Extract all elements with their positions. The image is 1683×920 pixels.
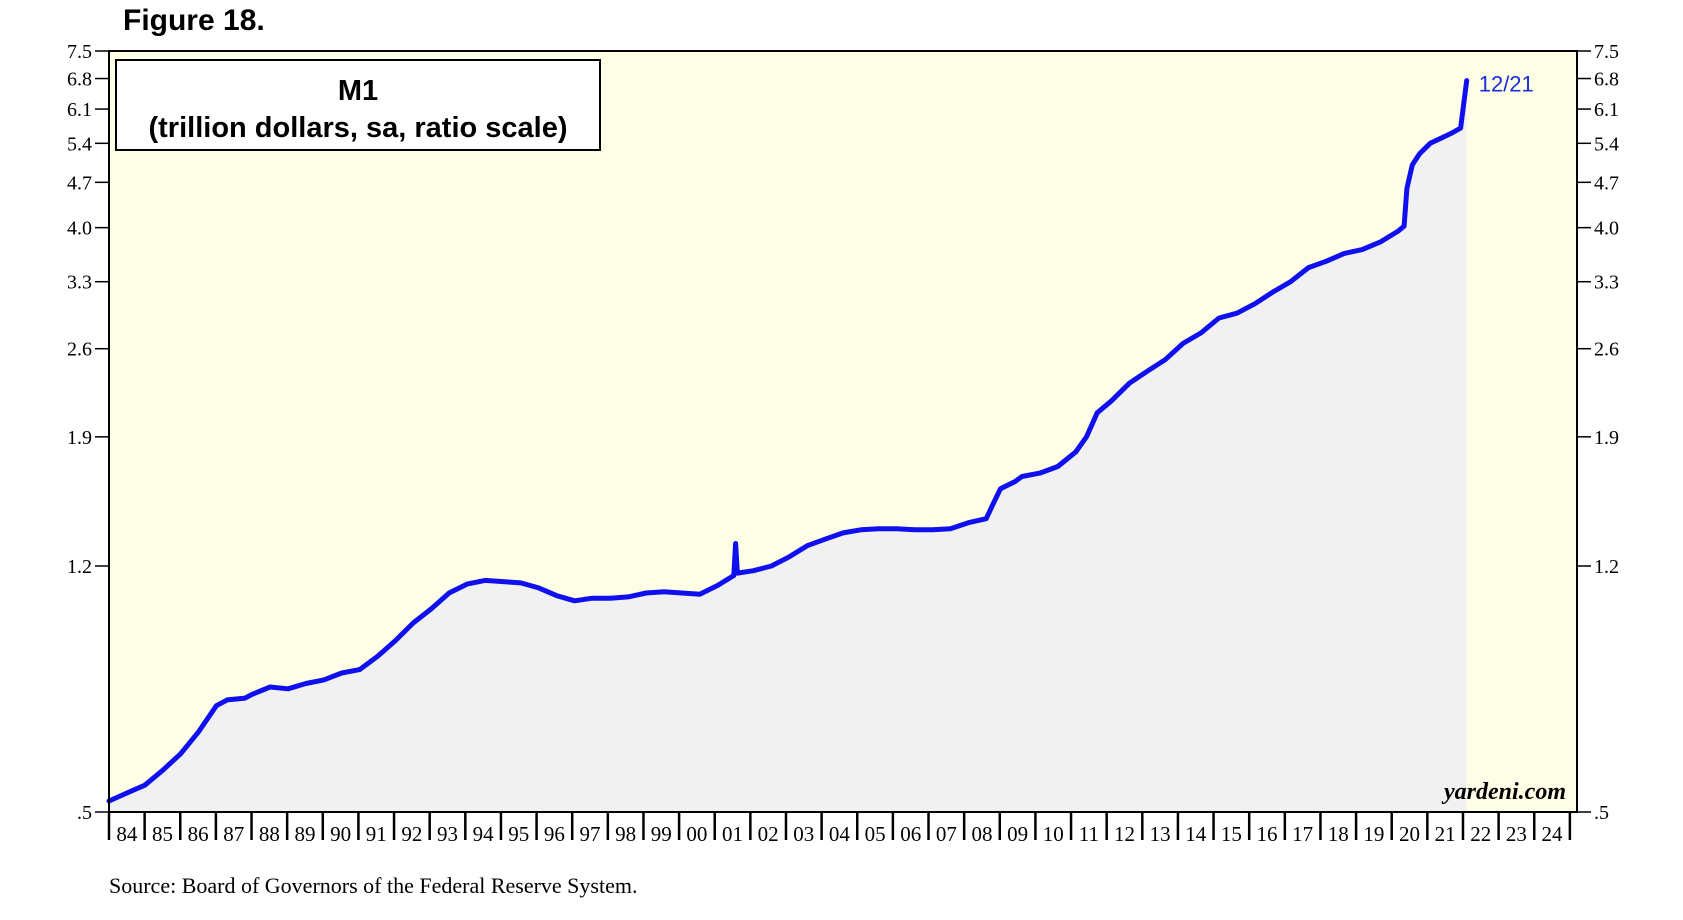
y-tick-label-right-3: 5.4 [1594, 133, 1619, 155]
y-tick-label-right-9: 1.2 [1594, 556, 1619, 578]
x-tick-label-05: 05 [865, 822, 886, 846]
x-axis: 84 85 86 87 88 89 90 91 92 93 94 95 96 97 98 99 00 01 02 03… [107, 812, 1572, 846]
x-tick-label-10: 10 [1043, 822, 1064, 846]
y-tick-label-right-10: .5 [1594, 802, 1609, 824]
x-tick-label-04: 04 [829, 822, 851, 846]
y-tick-label-left-10: .5 [77, 802, 92, 824]
y-tick-label-left-9: 1.2 [67, 556, 92, 578]
y-tick-label-left-0: 7.5 [67, 41, 92, 63]
y-tick-label-left-6: 3.3 [67, 272, 92, 294]
x-tick-label-09: 09 [1007, 822, 1028, 846]
y-tick-label-left-2: 6.1 [67, 99, 92, 121]
y-tick-label-right-2: 6.1 [1594, 99, 1619, 121]
x-tick-label-23: 23 [1506, 822, 1527, 846]
source-note: Source: Board of Governors of the Federa… [109, 873, 638, 898]
x-tick-label-86: 86 [188, 822, 209, 846]
x-tick-label-21: 21 [1435, 822, 1456, 846]
x-tick-label-11: 11 [1079, 822, 1099, 846]
x-tick-label-89: 89 [294, 822, 315, 846]
watermark-yardeni: yardeni.com [1441, 779, 1566, 805]
x-tick-label-17: 17 [1292, 822, 1313, 846]
y-tick-label-left-4: 4.7 [67, 172, 92, 194]
y-tick-label-right-0: 7.5 [1594, 41, 1619, 63]
y-tick-label-left-8: 1.9 [67, 427, 92, 449]
x-tick-label-98: 98 [615, 822, 636, 846]
x-tick-label-84: 84 [116, 822, 138, 846]
figure-label: Figure 18. [123, 4, 265, 37]
x-tick-label-95: 95 [508, 822, 529, 846]
title-box: M1 (trillion dollars, sa, ratio scale) [115, 59, 601, 151]
y-tick-label-left-5: 4.0 [67, 218, 92, 240]
y-tick-label-left-1: 6.8 [67, 69, 92, 91]
x-tick-label-88: 88 [259, 822, 280, 846]
x-tick-label-13: 13 [1150, 822, 1171, 846]
x-tick-label-06: 06 [900, 822, 921, 846]
x-tick-label-15: 15 [1221, 822, 1242, 846]
y-tick-label-right-6: 3.3 [1594, 272, 1619, 294]
x-tick-label-24: 24 [1542, 822, 1564, 846]
y-axis-right: 7.5 6.8 6.1 5.4 4.7 4.0 3.3 2.6 1.9 1.2 .5 [1577, 41, 1619, 824]
x-tick-label-22: 22 [1470, 822, 1491, 846]
y-tick-label-left-7: 2.6 [67, 339, 92, 361]
y-tick-label-right-5: 4.0 [1594, 218, 1619, 240]
x-tick-label-96: 96 [544, 822, 565, 846]
x-tick-label-03: 03 [793, 822, 814, 846]
x-tick-label-97: 97 [580, 822, 601, 846]
x-tick-label-19: 19 [1363, 822, 1384, 846]
y-tick-label-right-4: 4.7 [1594, 172, 1619, 194]
series-end-label: 12/21 [1479, 72, 1534, 97]
x-tick-label-16: 16 [1257, 822, 1278, 846]
title-box-border [115, 59, 601, 151]
x-tick-label-01: 01 [722, 822, 743, 846]
x-tick-label-18: 18 [1328, 822, 1349, 846]
y-tick-label-right-1: 6.8 [1594, 69, 1619, 91]
series-area-fill [109, 80, 1467, 813]
x-tick-label-02: 02 [758, 822, 779, 846]
x-tick-label-12: 12 [1114, 822, 1135, 846]
x-tick-label-99: 99 [651, 822, 672, 846]
y-axis-left: 7.5 6.8 6.1 5.4 4.7 4.0 3.3 2.6 1.9 1.2 .5 [67, 41, 109, 824]
plot-frame [108, 50, 1578, 813]
chart-subtitle: (trillion dollars, sa, ratio scale) [148, 112, 567, 144]
x-tick-label-94: 94 [473, 822, 495, 846]
x-tick-label-90: 90 [330, 822, 351, 846]
x-tick-label-14: 14 [1185, 822, 1207, 846]
x-tick-label-00: 00 [686, 822, 707, 846]
x-tick-label-92: 92 [401, 822, 422, 846]
x-tick-label-85: 85 [152, 822, 173, 846]
y-tick-label-right-8: 1.9 [1594, 427, 1619, 449]
chart-title: M1 [338, 75, 378, 107]
x-tick-label-20: 20 [1399, 822, 1420, 846]
x-tick-label-91: 91 [366, 822, 387, 846]
x-tick-label-08: 08 [971, 822, 992, 846]
x-tick-label-93: 93 [437, 822, 458, 846]
x-tick-label-07: 07 [936, 822, 957, 846]
y-tick-label-left-3: 5.4 [67, 133, 92, 155]
y-tick-label-right-7: 2.6 [1594, 339, 1619, 361]
series-line-m1 [106, 78, 1470, 804]
x-tick-label-87: 87 [223, 822, 244, 846]
